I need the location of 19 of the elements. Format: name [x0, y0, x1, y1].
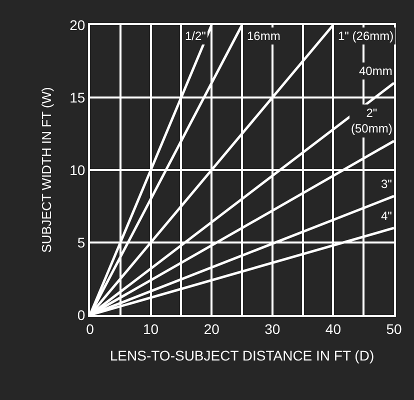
y-tick-label: 10: [70, 162, 86, 178]
y-axis-title: SUBJECT WIDTH IN FT (W): [39, 87, 54, 253]
y-tick-label: 20: [70, 16, 86, 33]
y-tick-label: 0: [77, 306, 86, 323]
series-label: 16mm: [247, 29, 280, 43]
x-tick-label: 40: [325, 320, 342, 337]
series-label: 3": [381, 177, 392, 191]
series-label: 1/2": [185, 29, 206, 43]
y-tick-label: 15: [70, 89, 86, 106]
x-tick-label: 20: [204, 320, 220, 337]
series-label: 4": [381, 209, 392, 223]
series-label: 1" (26mm): [338, 29, 394, 43]
x-tick-label: 50: [386, 320, 402, 337]
y-tick-label: 5: [77, 234, 86, 250]
series-label: 40mm: [359, 64, 392, 78]
series-label: 2" (50mm): [351, 106, 392, 136]
x-tick-label: 30: [264, 320, 280, 337]
x-tick-label: 10: [143, 320, 159, 337]
x-axis-title: LENS-TO-SUBJECT DISTANCE IN FT (D): [110, 348, 374, 364]
